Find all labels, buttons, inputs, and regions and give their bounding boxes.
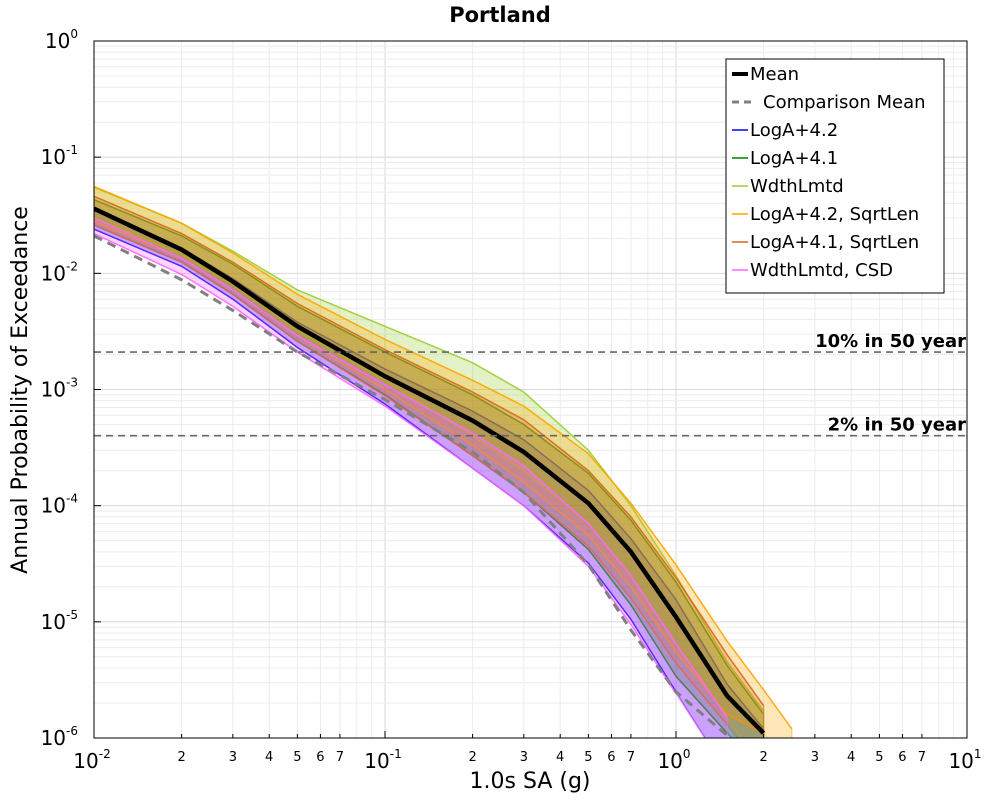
x-minor-tick-label: 2 xyxy=(468,750,476,765)
x-minor-tick-label: 2 xyxy=(759,750,767,765)
x-minor-tick-label: 4 xyxy=(847,750,855,765)
x-minor-tick-label: 4 xyxy=(265,750,273,765)
x-minor-tick-label: 4 xyxy=(556,750,564,765)
y-tick-label: 10-3 xyxy=(41,376,78,402)
x-minor-tick-label: 5 xyxy=(293,750,301,765)
x-minor-tick-label: 3 xyxy=(229,750,237,765)
legend-label-loga-4-1-sqrtlen: LogA+4.1, SqrtLen xyxy=(750,232,919,253)
x-minor-tick-label: 3 xyxy=(520,750,528,765)
x-minor-tick-label: 2 xyxy=(177,750,185,765)
series-bands xyxy=(94,185,793,738)
series-lines xyxy=(94,206,766,737)
y-tick-label: 10-2 xyxy=(41,259,78,285)
x-tick-label: 101 xyxy=(948,747,981,773)
legend-label-wdthlmtd: WdthLmtd xyxy=(750,176,844,197)
legend: Mean Comparison Mean LogA+4.2 LogA+4.1 WdthL… xyxy=(725,58,945,294)
reference-lines: 10% in 50 year 2% in 50 year xyxy=(94,331,967,437)
band-upper-loga-4-1-sqrtlen xyxy=(94,195,765,707)
x-minor-tick-label: 5 xyxy=(584,750,592,765)
band-lower-wdthlmtd xyxy=(94,217,728,718)
band-wdthlmtd-csd xyxy=(94,217,728,738)
band-upper-loga-4-2-sqrtlen xyxy=(94,185,793,730)
legend-label-loga-4-2-sqrtlen: LogA+4.2, SqrtLen xyxy=(750,204,919,225)
x-minor-tick-label: 7 xyxy=(336,750,344,765)
x-minor-tick-label: 3 xyxy=(811,750,819,765)
grid xyxy=(93,41,967,739)
band-upper-loga-4-1 xyxy=(94,199,765,715)
x-minor-tick-label: 7 xyxy=(627,750,635,765)
band-lower-loga-4-2 xyxy=(94,228,677,693)
chart-title: Portland xyxy=(449,3,551,27)
x-tick-label: 100 xyxy=(657,747,690,773)
band-lower-loga-4-1-sqrtlen xyxy=(94,224,728,726)
y-tick-label: 100 xyxy=(45,27,78,53)
x-minor-tick-label: 7 xyxy=(918,750,926,765)
y-tick-label: 10-5 xyxy=(41,608,78,634)
x-minor-tick-label: 6 xyxy=(898,750,906,765)
legend-label-loga-4-1: LogA+4.1 xyxy=(750,148,838,169)
reference-label-0: 10% in 50 year xyxy=(815,331,966,352)
line-comparison-mean xyxy=(94,234,729,737)
y-tick-label: 10-6 xyxy=(41,724,78,750)
legend-label-comparison-mean: Comparison Mean xyxy=(763,92,926,113)
legend-box xyxy=(725,58,945,294)
band-upper-wdthlmtd-csd xyxy=(94,217,728,718)
x-axis-label: 1.0s SA (g) xyxy=(470,769,591,794)
x-tick-label: 10-2 xyxy=(73,747,110,773)
x-tick-label: 10-1 xyxy=(364,747,401,773)
legend-label-loga-4-2: LogA+4.2 xyxy=(750,120,838,141)
x-minor-tick-label: 6 xyxy=(607,750,615,765)
y-tick-label: 10-4 xyxy=(41,492,78,518)
y-axis-label: Annual Probability of Exceedance xyxy=(8,206,33,574)
y-tick-label: 10-1 xyxy=(41,143,78,169)
x-minor-tick-label: 5 xyxy=(875,750,883,765)
reference-label-1: 2% in 50 year xyxy=(828,415,966,436)
legend-label-wdthlmtd-csd: WdthLmtd, CSD xyxy=(750,260,893,281)
line-mean xyxy=(94,206,766,735)
legend-label-mean: Mean xyxy=(750,64,799,85)
band-upper-loga-4-2 xyxy=(94,209,765,730)
x-minor-tick-label: 6 xyxy=(316,750,324,765)
